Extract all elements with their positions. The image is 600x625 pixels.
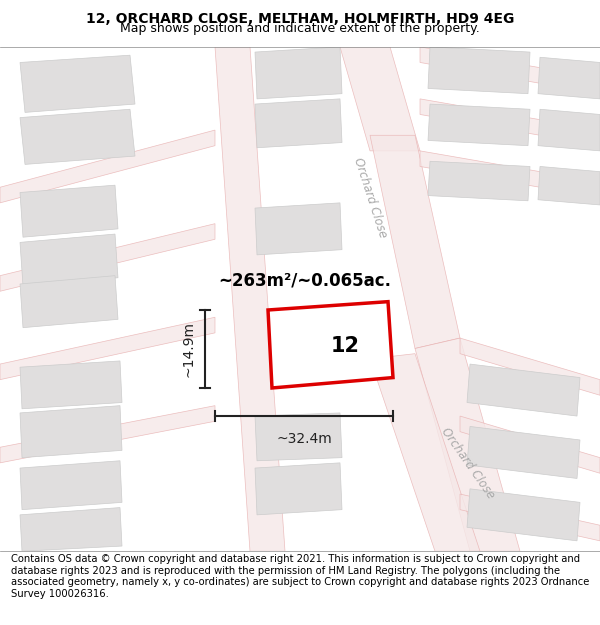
Polygon shape <box>20 109 135 164</box>
Polygon shape <box>255 413 342 461</box>
Polygon shape <box>538 109 600 151</box>
Polygon shape <box>20 361 122 409</box>
Polygon shape <box>20 55 135 112</box>
Polygon shape <box>0 406 215 463</box>
Polygon shape <box>20 276 118 328</box>
Polygon shape <box>460 338 600 395</box>
Text: Map shows position and indicative extent of the property.: Map shows position and indicative extent… <box>120 22 480 35</box>
Polygon shape <box>0 224 215 291</box>
Polygon shape <box>420 99 600 146</box>
Polygon shape <box>20 234 118 286</box>
Polygon shape <box>460 416 600 473</box>
Polygon shape <box>20 406 122 458</box>
Polygon shape <box>255 463 342 515</box>
Text: ~32.4m: ~32.4m <box>276 432 332 446</box>
Polygon shape <box>20 185 118 237</box>
Polygon shape <box>538 58 600 99</box>
Polygon shape <box>370 135 460 349</box>
Polygon shape <box>428 47 530 94</box>
Polygon shape <box>467 364 580 416</box>
Polygon shape <box>0 318 215 379</box>
Polygon shape <box>428 161 530 201</box>
Polygon shape <box>255 203 342 255</box>
Polygon shape <box>20 461 122 509</box>
Polygon shape <box>467 489 580 541</box>
Polygon shape <box>420 47 600 94</box>
Polygon shape <box>340 47 420 151</box>
Polygon shape <box>268 302 393 388</box>
Polygon shape <box>467 426 580 479</box>
Polygon shape <box>538 166 600 205</box>
Text: 12: 12 <box>331 336 359 356</box>
Polygon shape <box>20 508 122 551</box>
Text: ~263m²/~0.065ac.: ~263m²/~0.065ac. <box>218 272 392 290</box>
Text: 12, ORCHARD CLOSE, MELTHAM, HOLMFIRTH, HD9 4EG: 12, ORCHARD CLOSE, MELTHAM, HOLMFIRTH, H… <box>86 12 514 26</box>
Polygon shape <box>255 47 342 99</box>
Polygon shape <box>255 99 342 148</box>
Text: Orchard Close: Orchard Close <box>439 425 497 501</box>
Text: Orchard Close: Orchard Close <box>351 156 389 239</box>
Polygon shape <box>420 151 600 198</box>
Polygon shape <box>0 130 215 203</box>
Text: ~14.9m: ~14.9m <box>181 321 195 377</box>
Polygon shape <box>415 338 520 551</box>
Polygon shape <box>215 47 285 551</box>
Text: Contains OS data © Crown copyright and database right 2021. This information is : Contains OS data © Crown copyright and d… <box>11 554 589 599</box>
Polygon shape <box>428 104 530 146</box>
Polygon shape <box>370 354 480 551</box>
Polygon shape <box>460 494 600 541</box>
